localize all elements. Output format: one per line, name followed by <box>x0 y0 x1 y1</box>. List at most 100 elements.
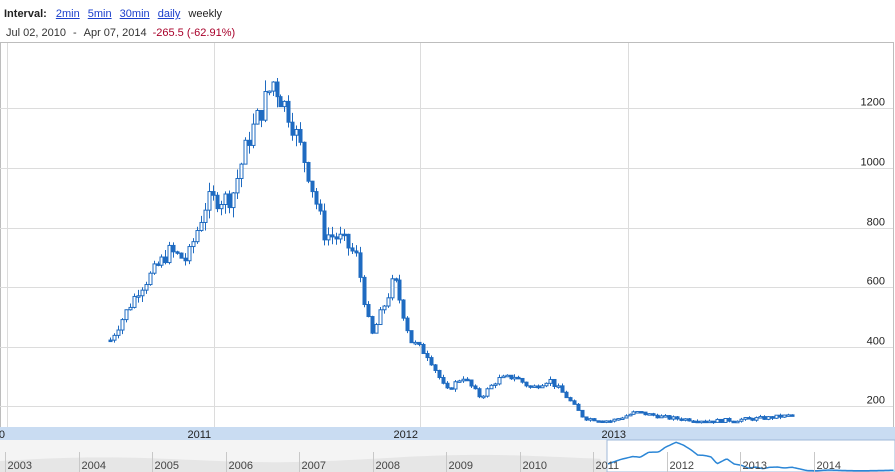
x-tick-2011: 2011 <box>188 429 212 441</box>
candle-body-15 <box>167 244 172 264</box>
candle-91 <box>469 379 474 389</box>
nav-year-2011: 2011 <box>596 460 620 472</box>
candle-77 <box>413 340 418 346</box>
candle-120 <box>584 416 589 421</box>
candle-body-99 <box>501 375 506 379</box>
candle-body-167 <box>770 416 775 419</box>
candle-body-127 <box>612 418 617 422</box>
candle-68 <box>378 306 383 326</box>
candle-65 <box>366 301 371 318</box>
candle-body-88 <box>457 380 462 383</box>
nav-year-2012: 2012 <box>670 460 694 472</box>
candle-body-136 <box>647 413 652 416</box>
candle-163 <box>754 416 759 422</box>
candle-body-149 <box>699 420 704 424</box>
candle-body-116 <box>568 397 573 402</box>
candle-body-126 <box>608 420 613 423</box>
candle-128 <box>616 418 621 421</box>
candle-body-73 <box>397 279 402 301</box>
candle-body-152 <box>711 420 716 424</box>
candle-35 <box>247 131 252 154</box>
interval-daily-link[interactable]: daily <box>157 8 181 20</box>
candle-71 <box>390 274 395 301</box>
candle-156 <box>727 417 732 423</box>
candle-body-58 <box>338 233 343 240</box>
candle-41 <box>271 81 276 97</box>
candle-3 <box>120 318 125 335</box>
candle-130 <box>624 414 629 419</box>
candle-body-164 <box>758 416 763 419</box>
x-tick-2013: 2013 <box>602 429 626 441</box>
candle-33 <box>239 162 244 188</box>
candle-body-89 <box>461 378 466 382</box>
candle-body-75 <box>405 317 410 332</box>
candle-154 <box>719 418 724 424</box>
candle-body-87 <box>453 381 458 390</box>
candle-76 <box>409 330 414 344</box>
candle-body-24 <box>203 209 208 223</box>
candle-90 <box>465 377 470 382</box>
candle-54 <box>322 203 327 246</box>
interval-2min-link[interactable]: 2min <box>55 8 80 20</box>
candle-body-86 <box>449 387 454 390</box>
candle-body-110 <box>544 382 549 387</box>
candle-body-80 <box>425 353 430 359</box>
candle-159 <box>739 417 744 423</box>
candle-5 <box>128 303 133 311</box>
candle-body-52 <box>314 191 319 205</box>
candle-body-35 <box>247 139 252 146</box>
candle-body-145 <box>683 418 688 421</box>
candle-body-150 <box>703 420 708 424</box>
candle-110 <box>544 382 549 388</box>
candle-body-128 <box>616 418 621 421</box>
candle-body-105 <box>524 381 529 387</box>
candle-body-115 <box>564 391 569 399</box>
candle-114 <box>560 383 565 393</box>
candle-84 <box>441 374 446 385</box>
candle-body-138 <box>655 414 660 419</box>
navigator-selection-line <box>607 441 894 472</box>
candle-body-46 <box>290 121 295 136</box>
candle-body-74 <box>401 299 406 319</box>
candle-44 <box>282 100 287 112</box>
y-tick-1200: 1200 <box>861 97 885 109</box>
candle-19 <box>183 253 188 266</box>
candle-body-54 <box>322 210 327 241</box>
candle-129 <box>620 416 625 421</box>
candle-body-147 <box>691 420 696 423</box>
candle-2 <box>116 325 121 339</box>
candle-42 <box>275 78 280 108</box>
candle-145 <box>683 418 688 422</box>
candle-46 <box>290 112 295 141</box>
nav-year-2004: 2004 <box>82 460 106 472</box>
candle-62 <box>354 245 359 257</box>
candle-94 <box>481 395 486 399</box>
candle-body-157 <box>731 420 736 424</box>
candle-58 <box>338 226 343 244</box>
candle-34 <box>243 137 248 165</box>
candle-119 <box>580 409 585 418</box>
candle-103 <box>516 375 521 380</box>
candle-body-134 <box>639 411 644 414</box>
candle-111 <box>548 376 553 387</box>
candle-73 <box>397 274 402 304</box>
range-start: Jul 02, 2010 <box>6 27 66 39</box>
candle-body-163 <box>754 417 759 421</box>
candle-118 <box>576 402 581 411</box>
interval-30min-link[interactable]: 30min <box>119 8 150 20</box>
candle-body-137 <box>651 413 656 416</box>
candle-158 <box>735 420 740 424</box>
interval-5min-link[interactable]: 5min <box>87 8 112 20</box>
candle-166 <box>766 415 771 421</box>
candle-52 <box>314 188 319 210</box>
candle-body-25 <box>207 191 212 211</box>
nav-year-2006: 2006 <box>229 460 253 472</box>
candlestick-series <box>108 78 795 424</box>
candle-26 <box>211 185 216 201</box>
navigator-selection-window[interactable] <box>606 439 895 472</box>
interval-weekly-current: weekly <box>188 8 223 20</box>
candle-body-98 <box>497 377 502 385</box>
candle-88 <box>457 379 462 383</box>
candle-body-109 <box>540 385 545 389</box>
